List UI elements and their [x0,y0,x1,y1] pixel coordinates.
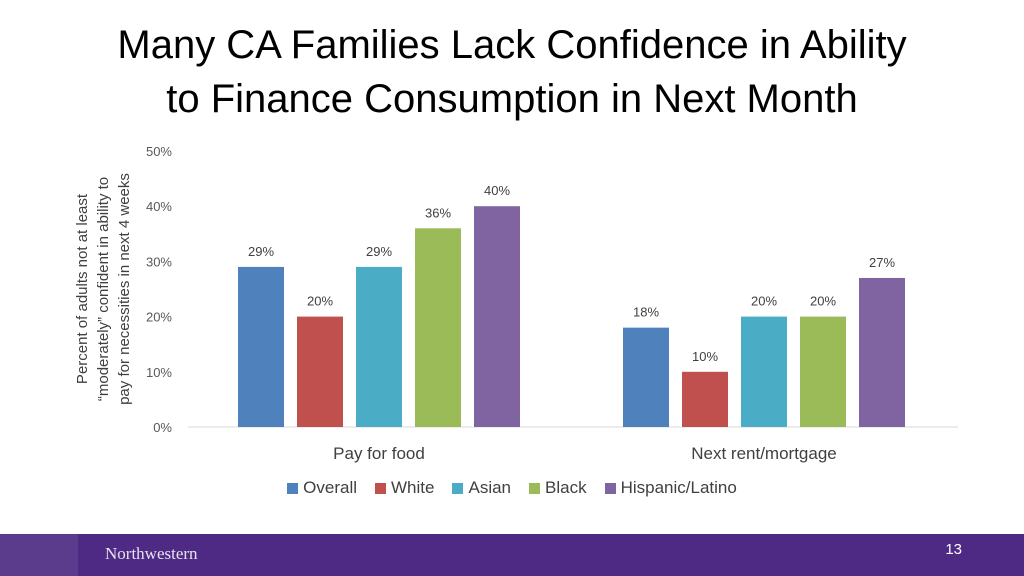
data-label: 40% [484,183,510,198]
legend-item: Black [529,478,587,498]
data-label: 29% [248,244,274,259]
y-axis-label: Percent of adults not at least [74,193,91,384]
legend-swatch [604,482,616,494]
data-label: 10% [692,349,718,364]
y-tick-label: 20% [146,310,172,325]
y-tick-label: 40% [146,199,172,214]
data-label: 27% [869,255,895,270]
bar-hispanic-latino-food [474,206,520,427]
x-category-label: Pay for food [333,444,425,463]
bar-black-rent [800,316,846,427]
bar-chart: 0% 10% 20% 30% 40% 50% Percent of adults not a… [74,144,958,463]
data-label: 36% [425,205,451,220]
legend-label: Asian [468,478,512,497]
bar-overall-rent [623,327,669,427]
legend-swatch [375,482,387,494]
bar-asian-food [356,266,402,427]
slide-title: Many CA Families Lack Confidence in Abil… [0,18,1024,126]
northwestern-logo: Northwestern [105,544,198,563]
legend-swatch [529,482,541,494]
legend-item: White [375,478,434,498]
title-line-2: to Finance Consumption in Next Month [166,77,858,121]
page-number: 13 [945,541,962,558]
legend-swatch [287,482,299,494]
data-label: 29% [366,244,392,259]
title-line-1: Many CA Families Lack Confidence in Abil… [117,23,907,67]
footer-accent-block [0,534,78,576]
data-label: 20% [307,294,333,309]
data-label: 20% [810,294,836,309]
footer-bar: Northwestern 13 [0,534,1024,576]
x-category-label: Next rent/mortgage [691,444,837,463]
legend-label: White [391,478,435,497]
legend-item: Overall [287,478,357,498]
y-tick-label: 30% [146,254,172,269]
y-axis-label: “moderately” confident in ability to [95,177,112,401]
legend-label: Overall [303,478,358,497]
y-axis-label: pay for necessities in next 4 weeks [116,173,133,405]
bar-white-rent [682,371,728,427]
bar-asian-rent [741,316,787,427]
chart-legend: Overall White Asian Black Hispanic/Latino [0,478,1024,498]
bar-black-food [415,228,461,427]
legend-item: Asian [452,478,511,498]
legend-item: Hispanic/Latino [604,478,737,498]
y-tick-label: 0% [153,420,172,435]
bar-white-food [297,316,343,427]
y-tick-label: 10% [146,365,172,380]
legend-swatch [452,482,464,494]
bar-hispanic-latino-rent [859,277,905,427]
bar-overall-food [238,266,284,427]
data-label: 18% [633,305,659,320]
legend-label: Black [545,478,587,497]
y-tick-label: 50% [146,144,172,159]
data-label: 20% [751,294,777,309]
legend-label: Hispanic/Latino [620,478,737,497]
